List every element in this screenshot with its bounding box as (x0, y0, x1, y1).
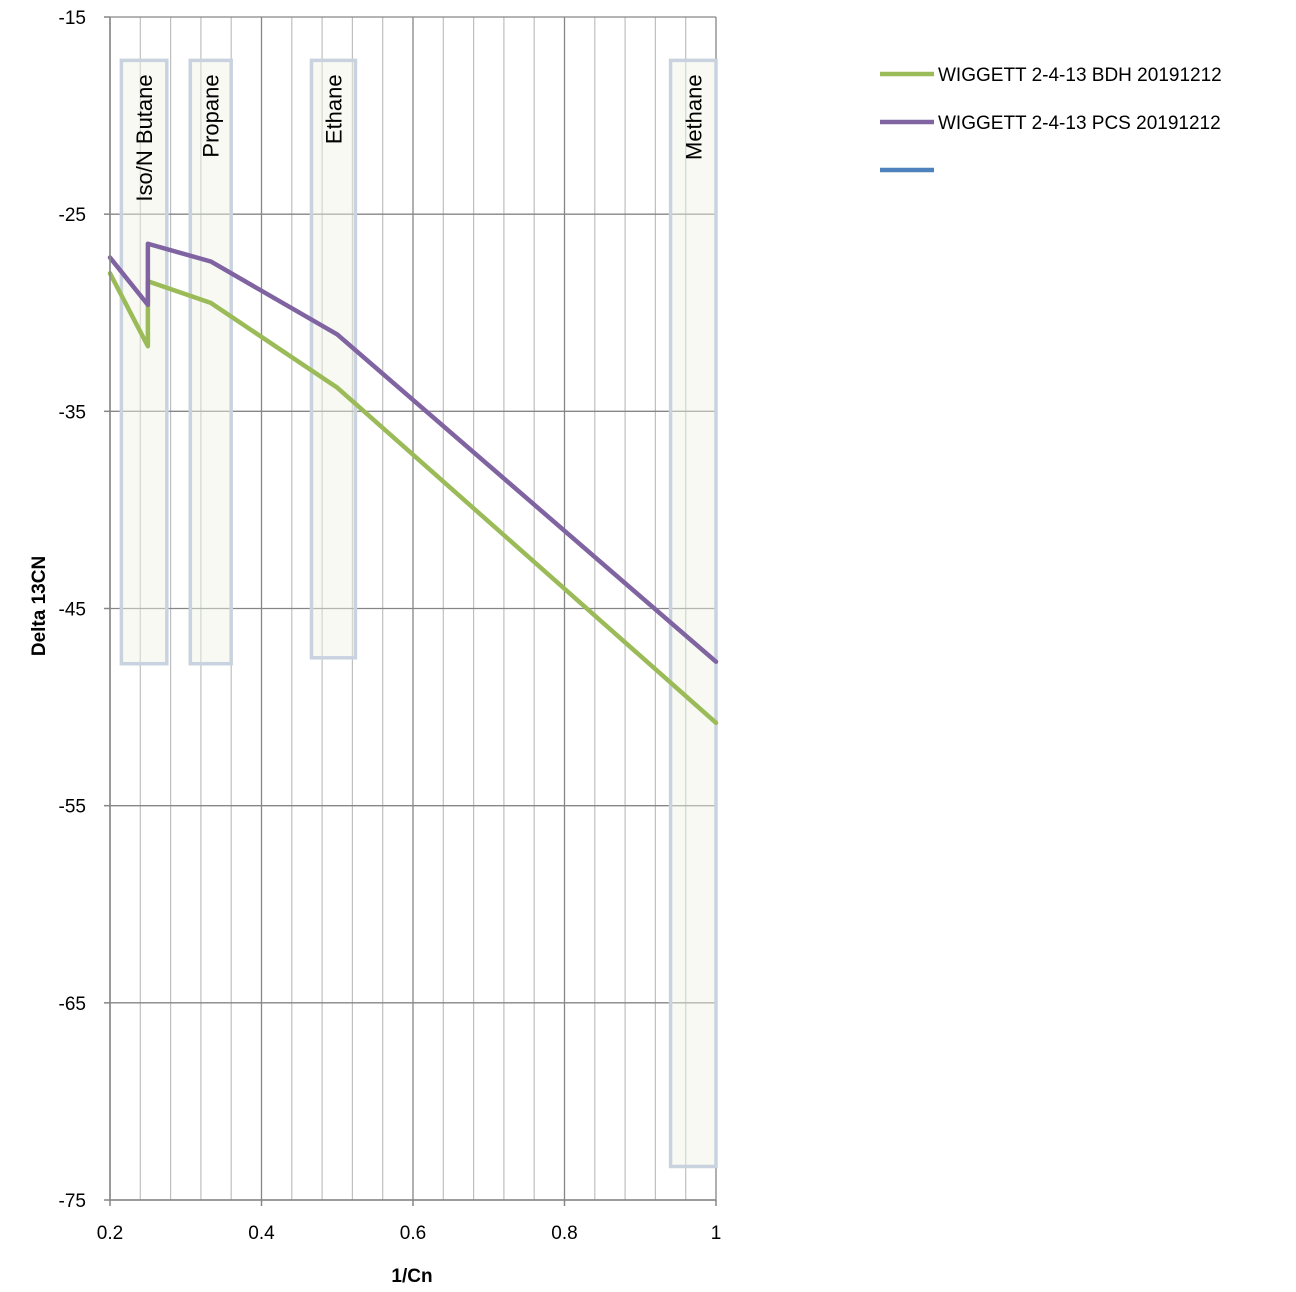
legend-label: WIGGETT 2-4-13 BDH 20191212 (938, 65, 1222, 86)
band-label: Ethane (321, 74, 346, 144)
band-rect (188, 58, 233, 666)
x-tick-label: 0.6 (400, 1223, 426, 1244)
band-rect (668, 58, 718, 1169)
y-tick-label: -25 (59, 205, 86, 226)
y-tick-label: -55 (59, 797, 86, 818)
band-label: Iso/N Butane (132, 74, 157, 201)
x-tick-label: 1 (711, 1223, 722, 1244)
series-line (107, 241, 719, 664)
x-axis-title: 1/Cn (391, 1266, 432, 1287)
series-lines (107, 241, 719, 726)
band-label: Propane (199, 74, 224, 157)
x-tick-labels: 0.2 0.4 0.6 0.8 1 (97, 1223, 722, 1244)
y-tick-label: -65 (59, 994, 86, 1015)
y-tick-label: -15 (59, 8, 86, 29)
label-bands: Iso/N Butane Propane Ethane Methane (119, 58, 718, 1169)
y-axis-title: Delta 13CN (29, 556, 50, 656)
x-tick-label: 0.2 (97, 1223, 123, 1244)
band-rect (119, 58, 169, 666)
axes (104, 16, 717, 1206)
band-rect (309, 58, 358, 660)
y-tick-labels: -15 -25 -35 -45 -55 -65 -75 (59, 8, 86, 1212)
y-tick-label: -45 (59, 600, 86, 621)
x-tick-label: 0.4 (248, 1223, 275, 1244)
y-tick-label: -35 (59, 402, 86, 423)
x-tick-label: 0.8 (551, 1223, 577, 1244)
y-tick-label: -75 (59, 1191, 86, 1212)
legend-label: WIGGETT 2-4-13 PCS 20191212 (938, 113, 1221, 134)
legend: WIGGETT 2-4-13 BDH 20191212 WIGGETT 2-4-1… (880, 65, 1222, 173)
series-line (107, 271, 719, 726)
band-label: Methane (681, 74, 706, 160)
